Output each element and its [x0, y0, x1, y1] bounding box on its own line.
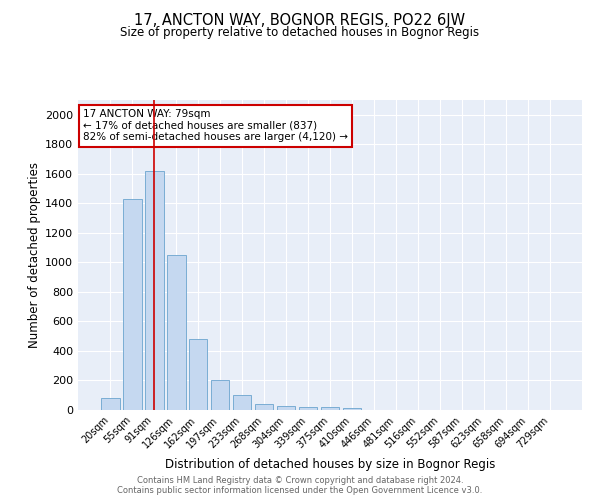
- Bar: [233, 395, 251, 410]
- Bar: [320, 408, 340, 410]
- Bar: [189, 339, 208, 410]
- Text: Contains HM Land Registry data © Crown copyright and database right 2024.: Contains HM Land Registry data © Crown c…: [137, 476, 463, 485]
- Bar: [211, 380, 229, 410]
- Text: 17 ANCTON WAY: 79sqm
← 17% of detached houses are smaller (837)
82% of semi-deta: 17 ANCTON WAY: 79sqm ← 17% of detached h…: [83, 110, 348, 142]
- Bar: [299, 407, 317, 410]
- Bar: [167, 255, 185, 410]
- X-axis label: Distribution of detached houses by size in Bognor Regis: Distribution of detached houses by size …: [165, 458, 495, 471]
- Bar: [277, 406, 295, 410]
- Bar: [145, 171, 164, 410]
- Bar: [255, 404, 274, 410]
- Bar: [123, 199, 142, 410]
- Bar: [343, 408, 361, 410]
- Bar: [101, 398, 119, 410]
- Text: 17, ANCTON WAY, BOGNOR REGIS, PO22 6JW: 17, ANCTON WAY, BOGNOR REGIS, PO22 6JW: [134, 12, 466, 28]
- Text: Size of property relative to detached houses in Bognor Regis: Size of property relative to detached ho…: [121, 26, 479, 39]
- Text: Contains public sector information licensed under the Open Government Licence v3: Contains public sector information licen…: [118, 486, 482, 495]
- Y-axis label: Number of detached properties: Number of detached properties: [28, 162, 41, 348]
